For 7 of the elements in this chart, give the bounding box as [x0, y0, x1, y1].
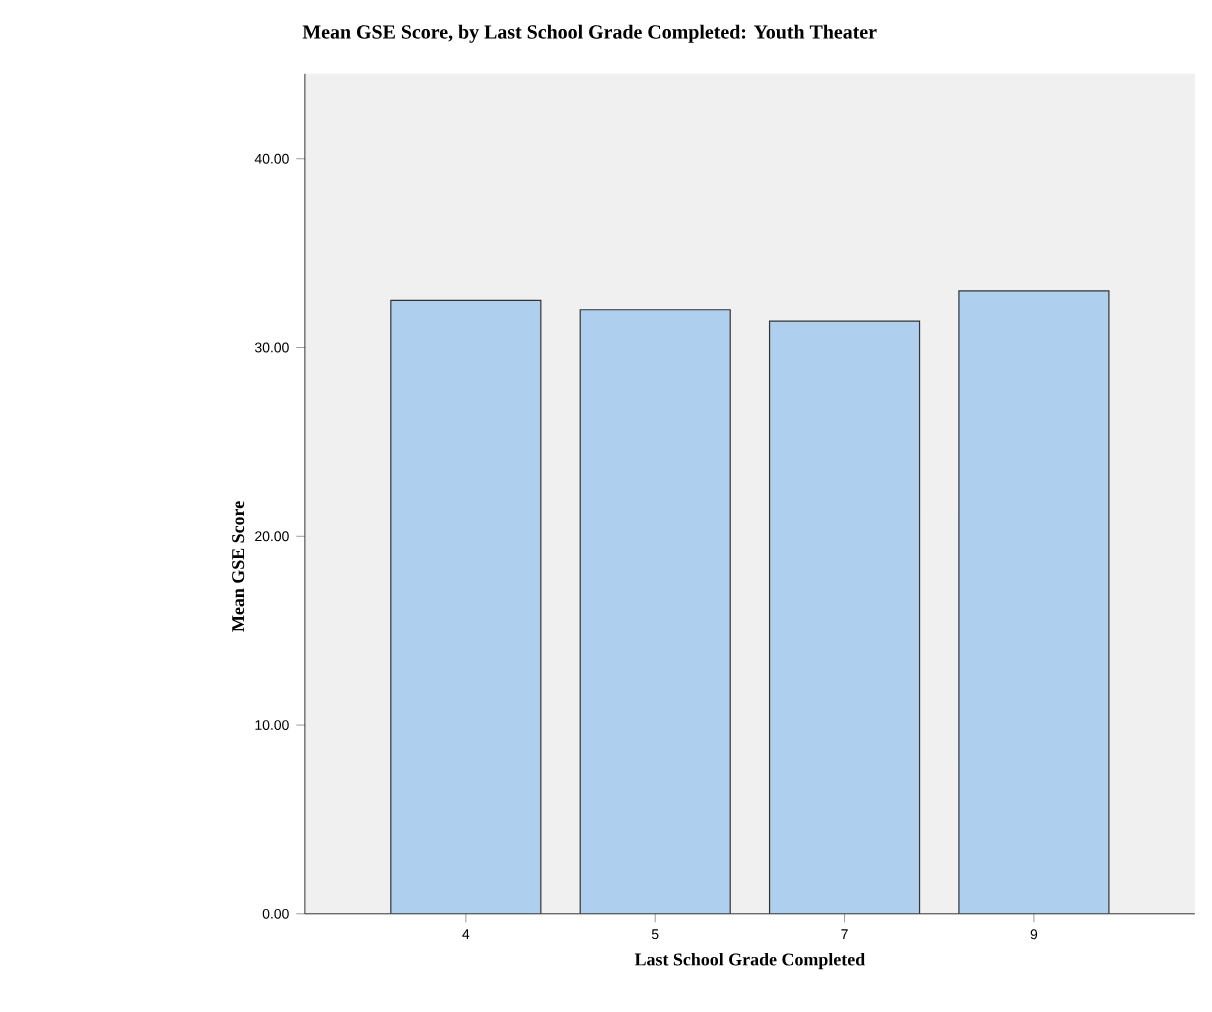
bar	[579, 309, 731, 914]
x-axis-title: Last School Grade Completed	[634, 952, 865, 970]
y-axis-title: Mean GSE Score	[232, 501, 245, 632]
bar	[390, 299, 542, 914]
bar	[768, 320, 921, 914]
bar	[958, 290, 1110, 914]
chart-title: Mean GSE Score, by Last School Grade Completed: Youth Theater	[302, 24, 877, 43]
